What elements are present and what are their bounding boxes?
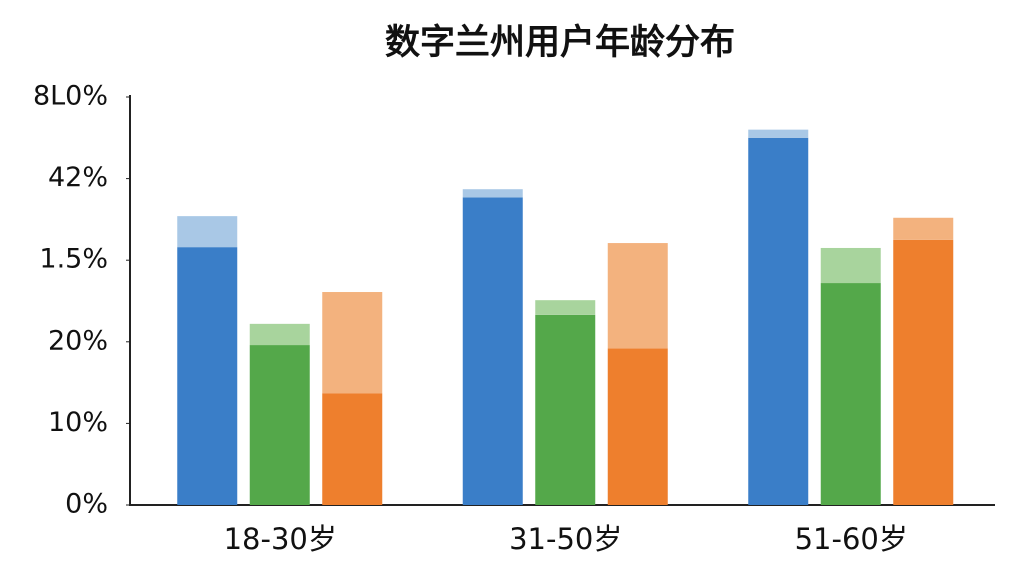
chart-title: 数字兰州用户年龄分布	[385, 23, 735, 63]
bar	[535, 314, 596, 505]
bar-top	[893, 217, 954, 240]
y-tick-label: 42%	[48, 162, 108, 193]
x-tick-label: 31-50岁	[509, 522, 622, 556]
x-tick-label: 18-30岁	[224, 522, 337, 556]
bar-top	[535, 300, 596, 315]
y-tick-label: 10%	[48, 407, 108, 438]
bar-top	[607, 243, 668, 349]
bar	[462, 197, 523, 506]
bar	[177, 247, 238, 506]
y-tick-label: 8L0%	[33, 81, 108, 112]
bar	[322, 393, 383, 505]
bar	[820, 283, 881, 505]
y-tick-label: 20%	[48, 325, 108, 356]
bar	[249, 345, 310, 505]
bar-top	[820, 247, 881, 284]
bar	[893, 239, 954, 506]
x-tick-label: 51-60岁	[795, 522, 908, 556]
y-tick-label: 1.5%	[39, 244, 108, 275]
bar-top	[249, 323, 310, 346]
bar-top	[322, 292, 383, 394]
bar	[748, 137, 809, 506]
bar-top	[462, 189, 523, 198]
bar-top	[748, 129, 809, 138]
bar-top	[177, 216, 238, 248]
y-tick-label: 0%	[65, 489, 108, 520]
bar	[607, 348, 668, 505]
